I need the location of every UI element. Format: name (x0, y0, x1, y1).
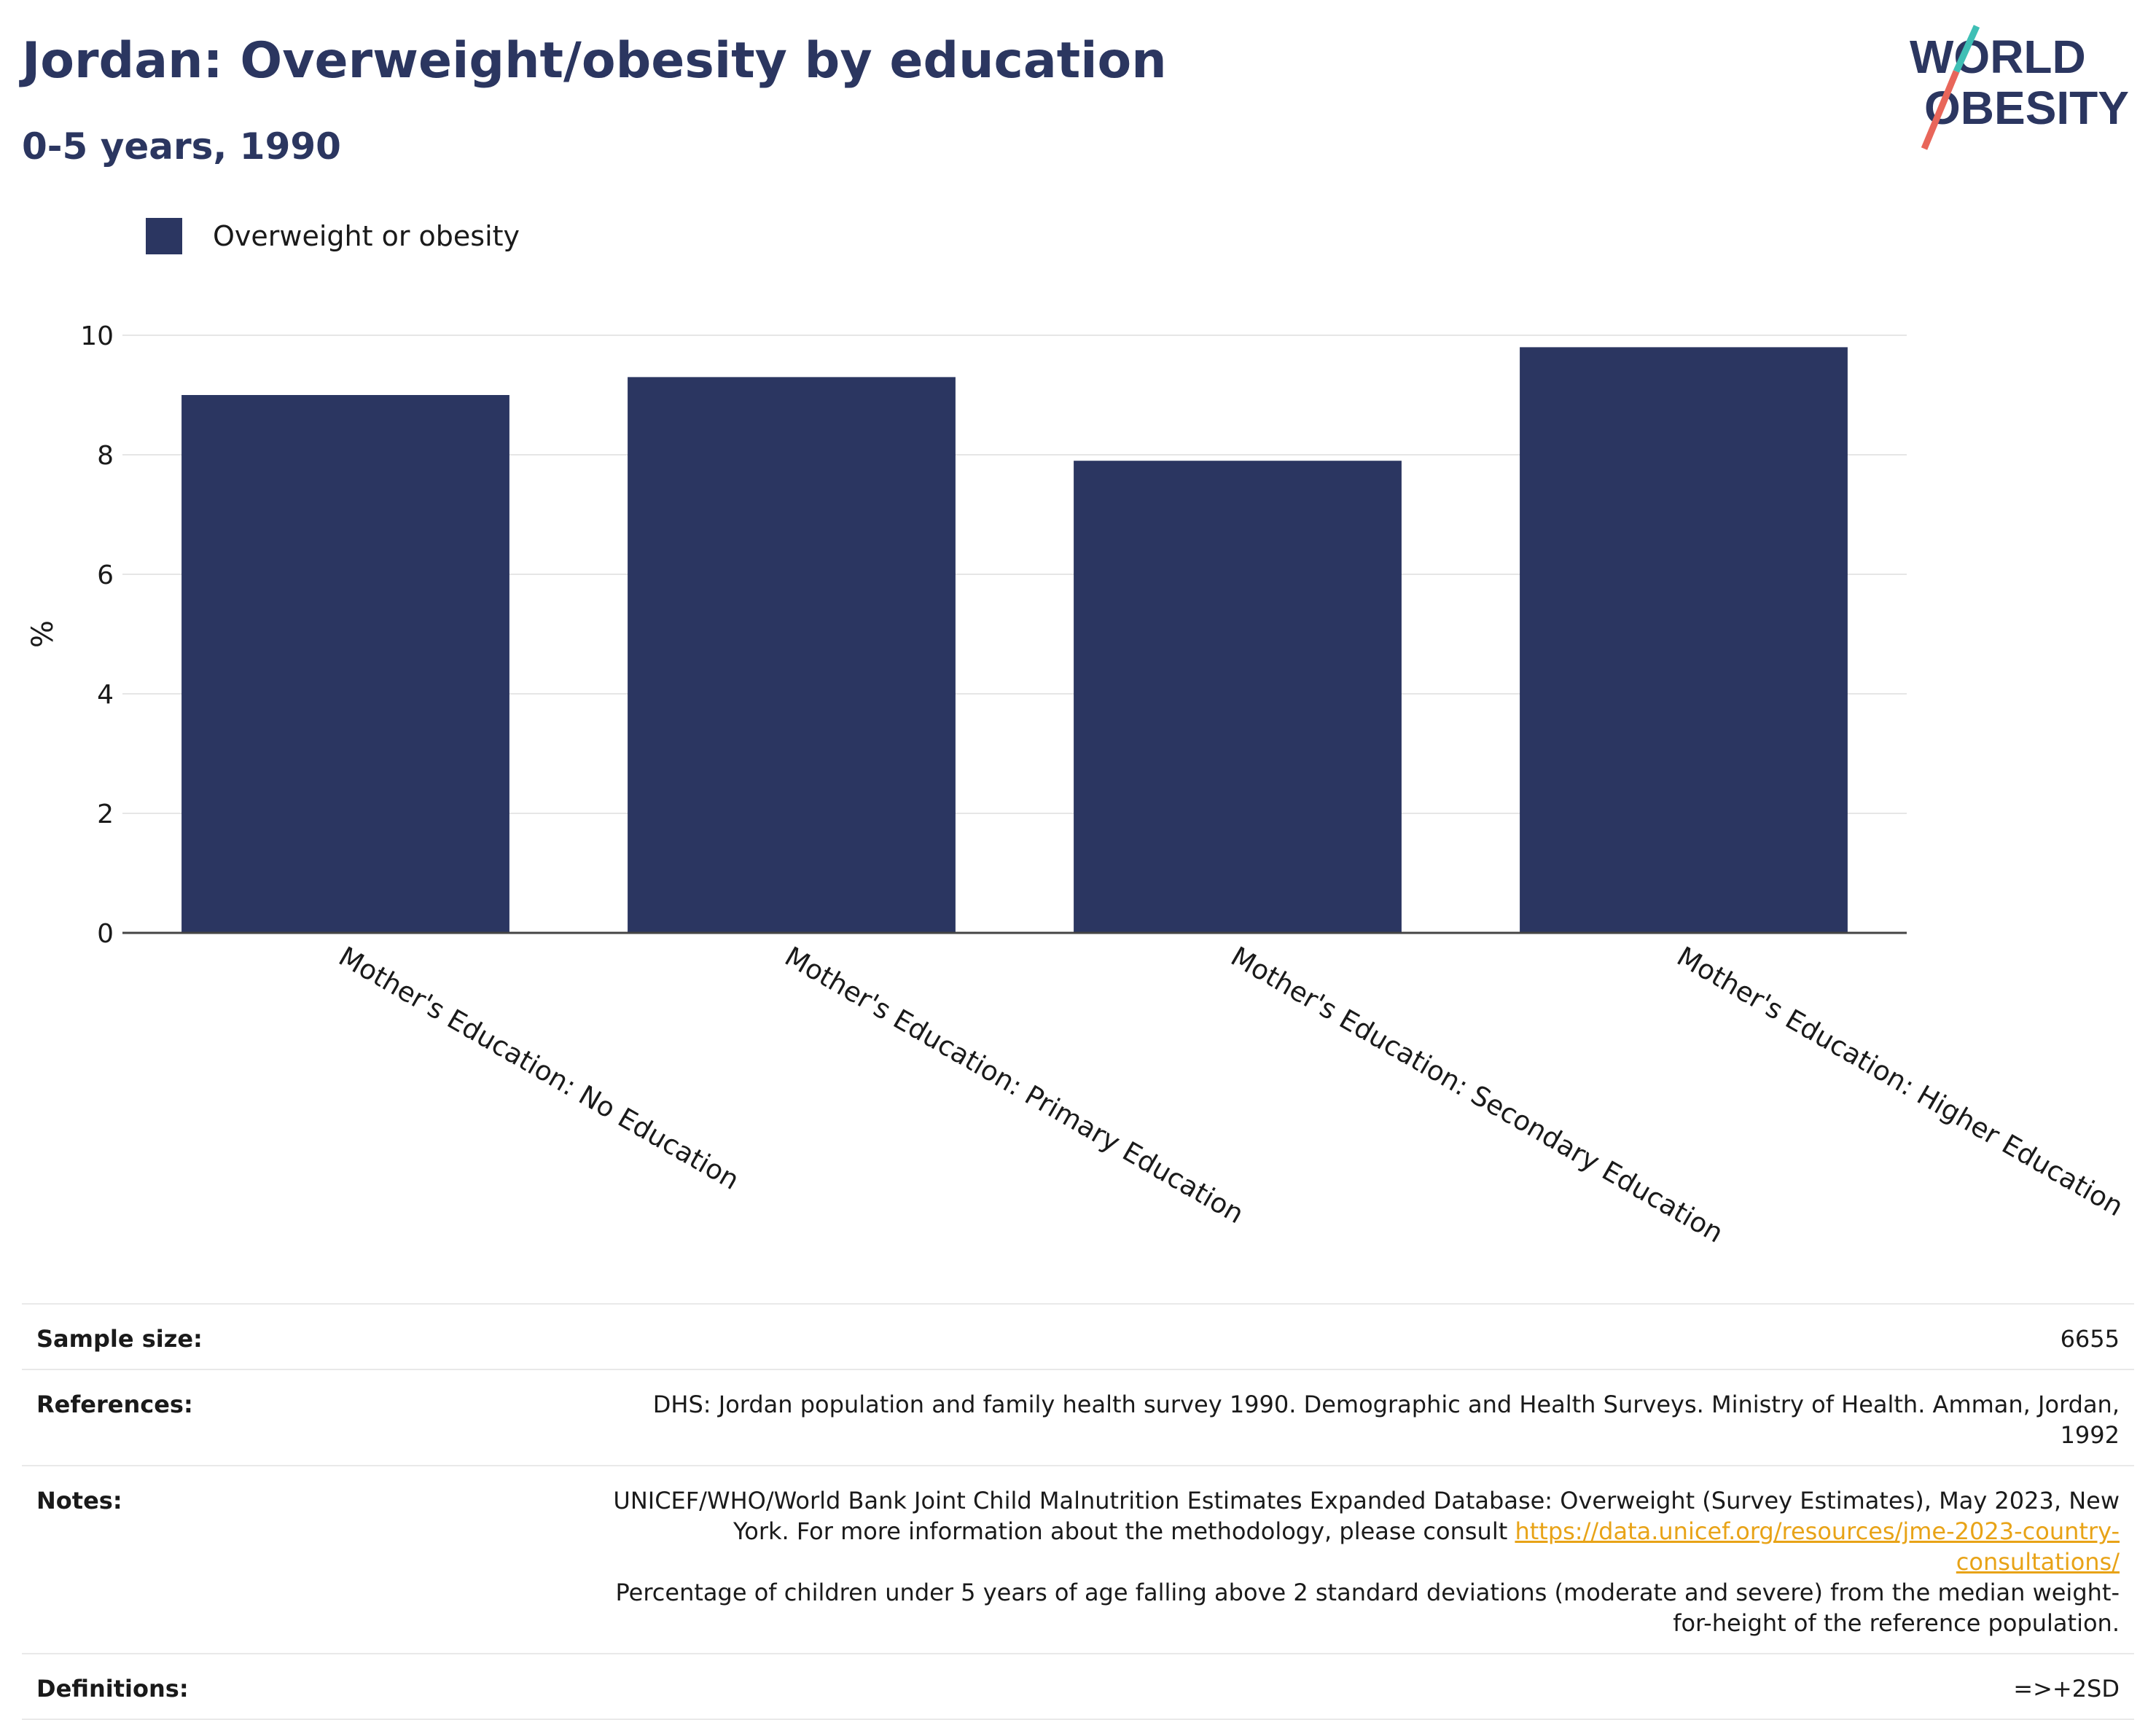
y-tick-label: 8 (97, 441, 114, 471)
legend-swatch (146, 218, 182, 254)
sample-size-label: Sample size: (36, 1325, 203, 1353)
bar (181, 395, 509, 933)
logo-slash-coral (1921, 70, 1960, 150)
sample-size-value: 6655 (2060, 1325, 2120, 1353)
legend-label: Overweight or obesity (213, 220, 520, 252)
logo-word-world: WORLD (1910, 31, 2086, 83)
references-value: DHS: Jordan population and family health… (652, 1391, 2120, 1449)
y-tick-label: 0 (97, 919, 114, 949)
bar (1520, 347, 1848, 933)
chart-subtitle: 0-5 years, 1990 (22, 125, 341, 168)
definitions-label: Definitions: (36, 1675, 189, 1703)
bar-chart: 0 2 4 6 8 10% Mother's Education: No Education… (26, 321, 2129, 1249)
notes-value: UNICEF/WHO/World Bank Joint Child Malnut… (604, 1485, 2120, 1638)
notes-row: Notes: UNICEF/WHO/World Bank Joint Child… (22, 1465, 2134, 1653)
x-tick-label: Mother's Education: Secondary Education (1226, 941, 1729, 1249)
logo-slash-teal (1953, 25, 1980, 73)
info-table: Sample size: 6655 References: DHS: Jorda… (22, 1303, 2134, 1720)
references-label: References: (36, 1391, 193, 1418)
notes-text-definition: Percentage of children under 5 years of … (615, 1579, 2120, 1637)
y-tick-label: 6 (97, 560, 114, 590)
chart-title: Jordan: Overweight/obesity by education (22, 32, 1167, 90)
notes-text-source: UNICEF/WHO/World Bank Joint Child Malnut… (613, 1487, 2120, 1545)
legend: Overweight or obesity (146, 217, 520, 255)
notes-label: Notes: (36, 1487, 122, 1514)
x-tick-label: Mother's Education: No Education (334, 941, 745, 1196)
references-row: References: DHS: Jordan population and f… (22, 1369, 2134, 1465)
y-tick-label: 2 (97, 800, 114, 829)
sample-size-row: Sample size: 6655 (22, 1303, 2134, 1369)
definitions-value: =>+2SD (2013, 1675, 2120, 1703)
y-tick-label: 10 (80, 321, 114, 351)
world-obesity-logo: WORLD OBESITY (1910, 25, 2129, 150)
y-axis-title: % (26, 620, 60, 648)
x-tick-label: Mother's Education: Higher Education (1672, 941, 2129, 1223)
notes-link[interactable]: https://data.unicef.org/resources/jme-20… (1515, 1517, 2120, 1576)
bar (628, 377, 956, 933)
logo-word-obesity: OBESITY (1924, 82, 2129, 134)
x-tick-label: Mother's Education: Primary Education (780, 941, 1249, 1230)
y-tick-label: 4 (97, 680, 114, 710)
bar (1074, 461, 1402, 933)
definitions-row: Definitions: =>+2SD (22, 1653, 2134, 1720)
